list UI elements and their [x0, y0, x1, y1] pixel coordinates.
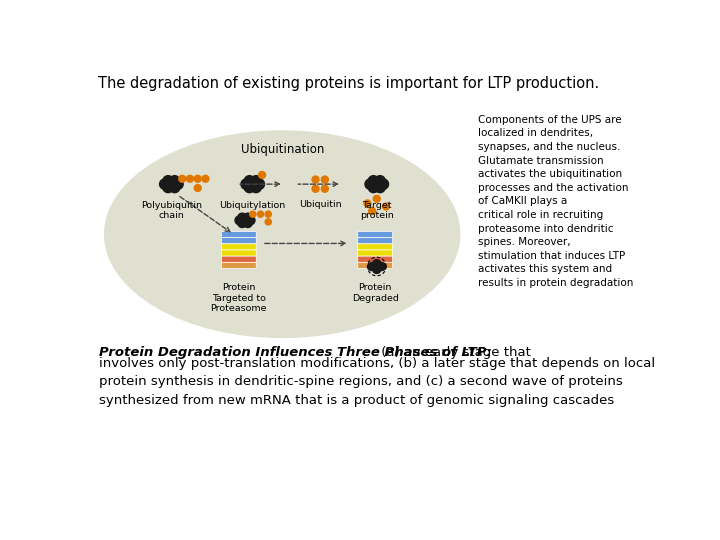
- Text: Ubiquitylation: Ubiquitylation: [220, 201, 286, 210]
- Circle shape: [163, 176, 174, 186]
- Circle shape: [169, 182, 180, 193]
- Text: involves only post-translation modifications, (b) a later stage that depends on : involves only post-translation modificat…: [99, 356, 655, 407]
- Circle shape: [365, 179, 375, 190]
- FancyBboxPatch shape: [221, 238, 256, 244]
- Circle shape: [373, 260, 381, 268]
- Circle shape: [375, 182, 385, 193]
- Circle shape: [186, 176, 194, 182]
- Circle shape: [321, 185, 328, 192]
- Circle shape: [179, 176, 186, 182]
- Circle shape: [251, 176, 261, 186]
- Circle shape: [250, 211, 256, 217]
- Text: The degradation of existing proteins is important for LTP production.: The degradation of existing proteins is …: [98, 76, 599, 91]
- FancyBboxPatch shape: [358, 256, 392, 262]
- Circle shape: [235, 216, 244, 225]
- FancyBboxPatch shape: [221, 244, 256, 250]
- Text: Target
protein: Target protein: [360, 201, 394, 220]
- Circle shape: [244, 176, 255, 186]
- Text: Ubiquitination: Ubiquitination: [240, 143, 324, 156]
- Circle shape: [238, 213, 247, 222]
- FancyBboxPatch shape: [358, 250, 392, 256]
- Text: Protein Degradation Influences Three Phases of LTP:: Protein Degradation Influences Three Pha…: [99, 346, 492, 359]
- Circle shape: [169, 176, 180, 186]
- Circle shape: [247, 179, 258, 190]
- Text: Protein
Degraded: Protein Degraded: [352, 284, 399, 303]
- FancyBboxPatch shape: [221, 250, 256, 256]
- FancyBboxPatch shape: [221, 232, 256, 238]
- Text: Polyubiquitin
chain: Polyubiquitin chain: [141, 201, 202, 220]
- Text: Components of the UPS are
localized in dendrites,
synapses, and the nucleus.
Glu: Components of the UPS are localized in d…: [477, 115, 633, 288]
- FancyBboxPatch shape: [358, 232, 392, 238]
- Circle shape: [258, 171, 266, 178]
- Circle shape: [240, 215, 250, 225]
- Circle shape: [243, 213, 252, 222]
- Circle shape: [241, 179, 251, 190]
- Circle shape: [373, 195, 380, 202]
- FancyBboxPatch shape: [221, 262, 256, 268]
- FancyBboxPatch shape: [221, 256, 256, 262]
- Circle shape: [246, 216, 255, 225]
- Circle shape: [368, 262, 376, 271]
- Circle shape: [243, 219, 252, 227]
- Text: Protein
Targeted to
Proteasome: Protein Targeted to Proteasome: [210, 284, 267, 313]
- Circle shape: [194, 185, 201, 192]
- Text: Protein Degradation Influences Three Phases of LTP: (a) an early stage that: Protein Degradation Influences Three Pha…: [99, 346, 600, 359]
- Ellipse shape: [104, 130, 461, 338]
- Circle shape: [258, 211, 264, 217]
- Circle shape: [368, 176, 379, 186]
- Text: Ubiquitin: Ubiquitin: [299, 200, 341, 208]
- Circle shape: [202, 176, 209, 182]
- Circle shape: [265, 211, 271, 217]
- Circle shape: [364, 200, 371, 207]
- Circle shape: [265, 219, 271, 225]
- Circle shape: [160, 179, 170, 190]
- Circle shape: [382, 203, 390, 210]
- Circle shape: [244, 182, 255, 193]
- Circle shape: [378, 179, 389, 190]
- Circle shape: [166, 179, 177, 190]
- Circle shape: [173, 179, 183, 190]
- Text: (a) an early stage that: (a) an early stage that: [377, 346, 531, 359]
- Circle shape: [372, 179, 382, 190]
- Circle shape: [369, 208, 376, 214]
- Circle shape: [194, 176, 201, 182]
- Circle shape: [312, 176, 319, 183]
- FancyBboxPatch shape: [358, 262, 392, 268]
- Circle shape: [254, 179, 264, 190]
- Circle shape: [163, 182, 174, 193]
- Circle shape: [372, 262, 381, 271]
- Circle shape: [373, 266, 381, 273]
- Circle shape: [238, 219, 247, 227]
- Circle shape: [312, 185, 319, 192]
- Circle shape: [251, 182, 261, 193]
- FancyBboxPatch shape: [358, 238, 392, 244]
- Circle shape: [375, 176, 385, 186]
- Circle shape: [321, 176, 328, 183]
- Circle shape: [378, 262, 386, 271]
- Circle shape: [368, 182, 379, 193]
- FancyBboxPatch shape: [358, 244, 392, 250]
